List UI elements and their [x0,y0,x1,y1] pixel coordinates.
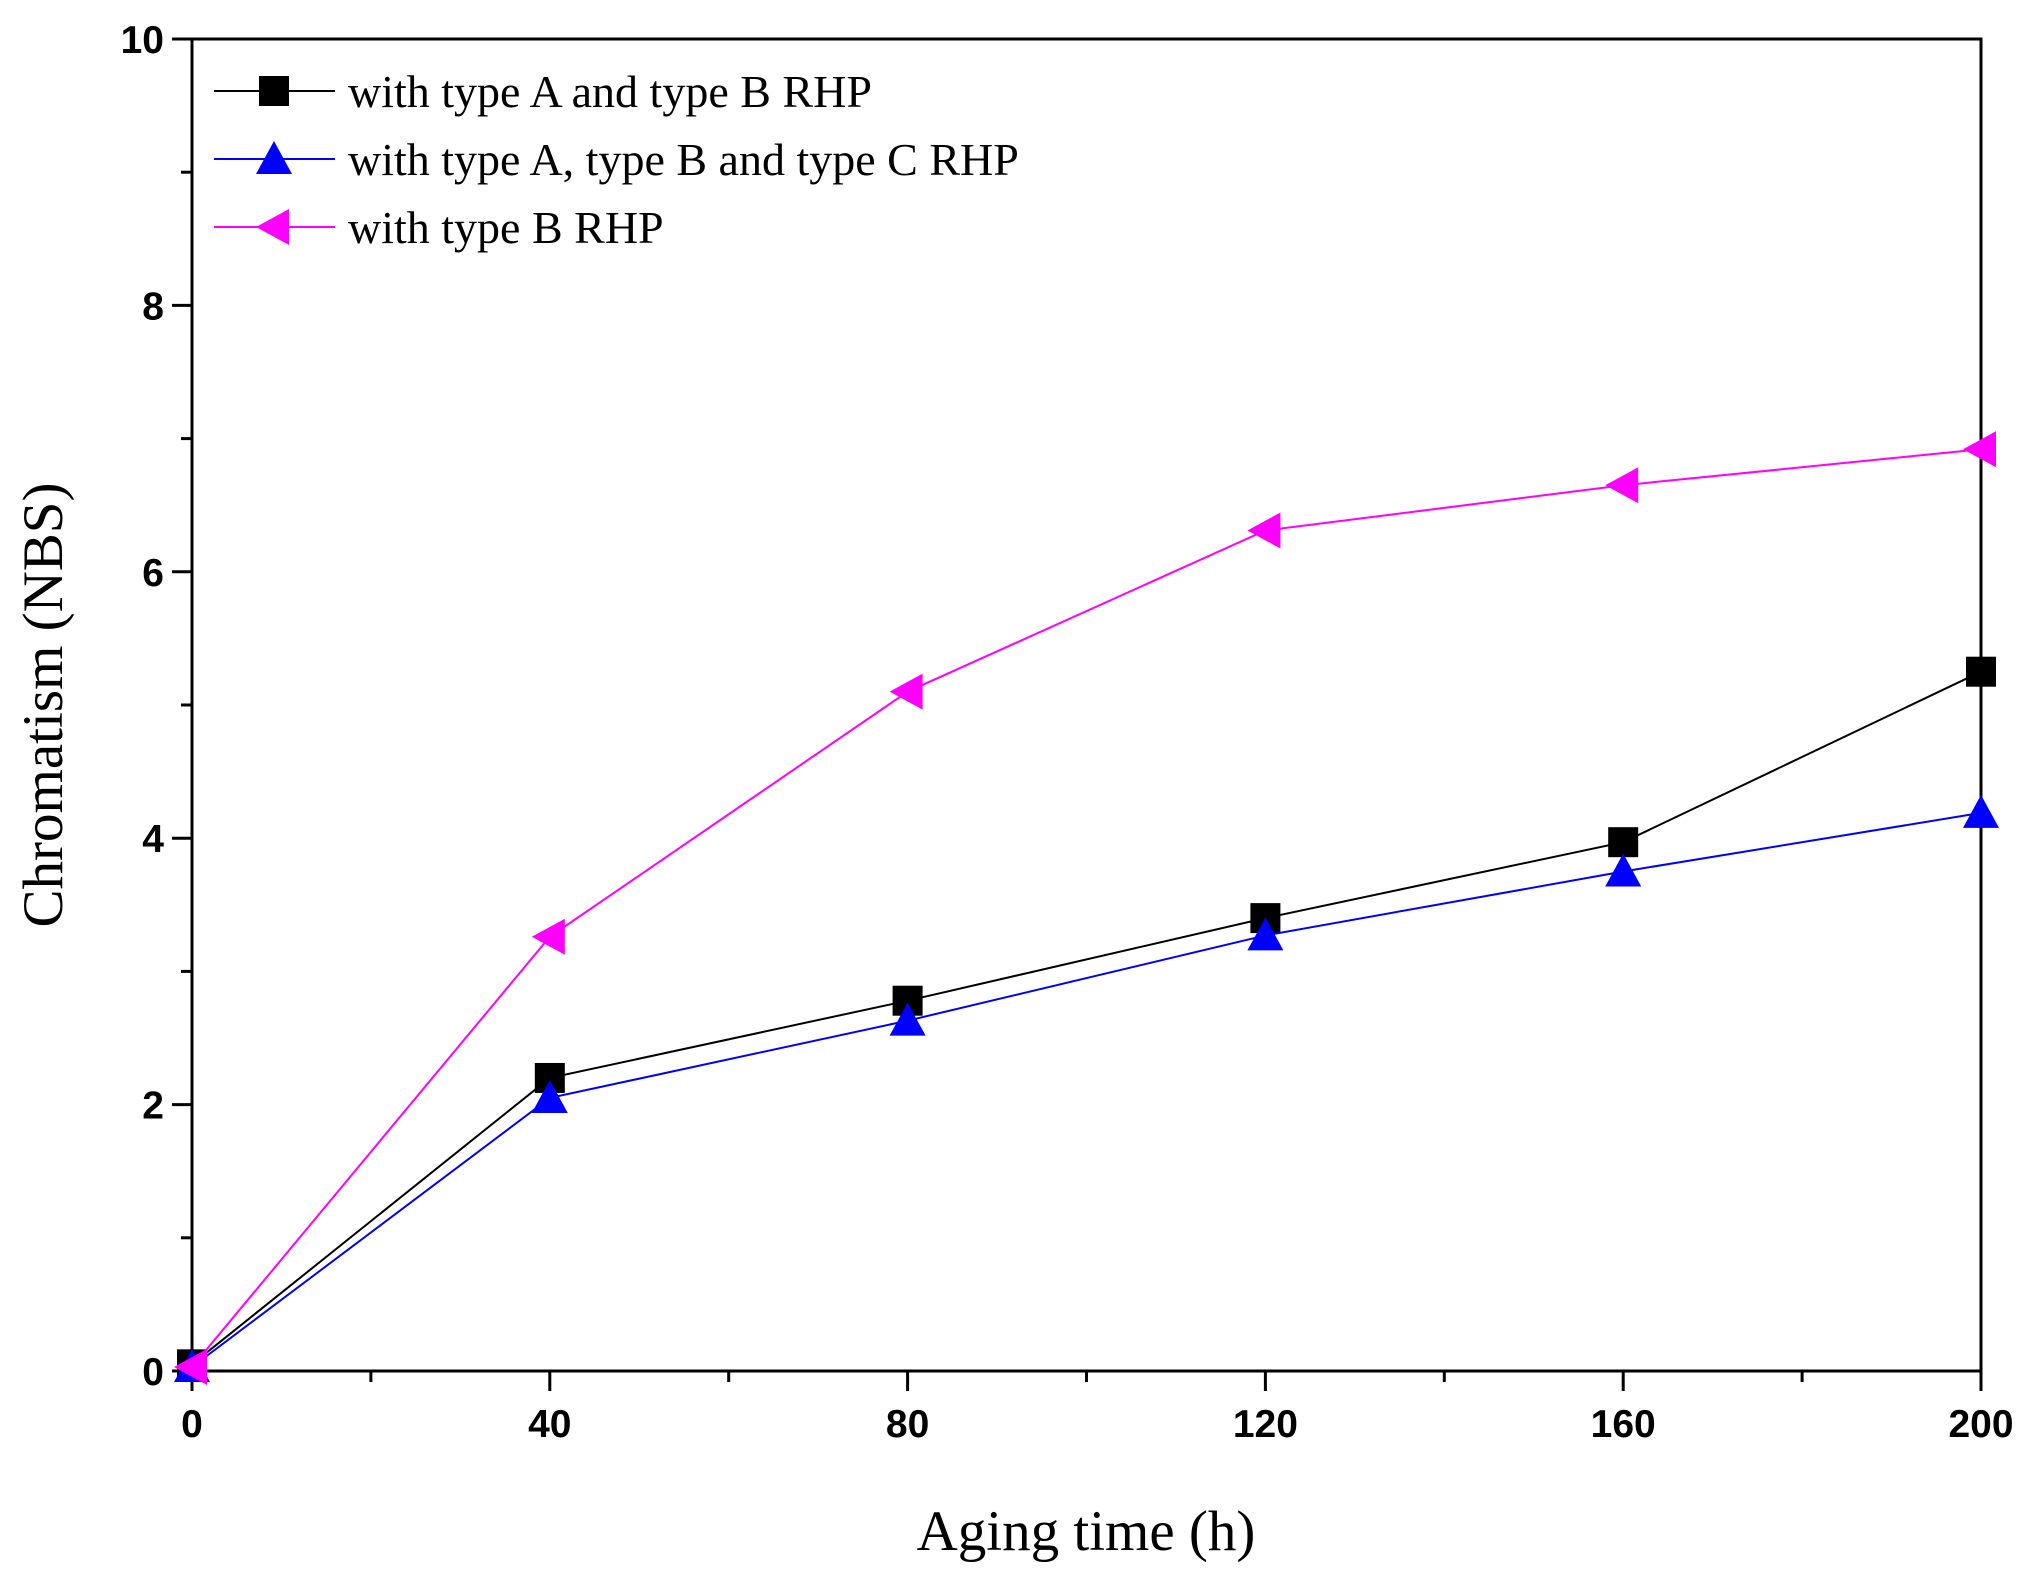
series-line [191,670,1982,1366]
legend-label: with type B RHP [348,202,664,253]
marker [1608,827,1639,858]
marker [174,1349,207,1386]
legend-label: with type A and type B RHP [348,66,872,117]
y-tick-label: 10 [121,19,164,62]
x-tick-label: 80 [886,1403,929,1446]
marker [1966,656,1996,687]
marker [1963,794,1999,828]
x-tick-label: 40 [528,1403,571,1446]
series-line [191,811,1982,1368]
x-tick-label: 120 [1233,1403,1298,1446]
marker [1247,917,1284,951]
y-tick-label: 8 [142,285,164,328]
y-tick-label: 4 [142,818,164,861]
series-line [191,448,1982,1368]
marker [256,141,292,174]
legend-label: with type A, type B and type C RHP [348,134,1019,185]
marker [1963,431,1996,468]
marker [256,209,289,245]
x-axis-title: Aging time (h) [917,1500,1256,1563]
marker [1605,853,1642,887]
marker [259,76,289,106]
marker [531,918,565,955]
marker [1247,512,1281,549]
y-tick-label: 0 [142,1351,164,1394]
marker [889,673,923,710]
marker [531,1079,568,1113]
x-tick-label: 0 [181,1403,203,1446]
x-tick-label: 200 [1948,1403,2013,1446]
marker [889,1002,926,1036]
marker [1605,467,1639,504]
y-tick-label: 6 [142,552,164,595]
x-tick-label: 160 [1591,1403,1656,1446]
y-axis-title: Chromatism (NBS) [12,483,75,928]
y-tick-label: 2 [142,1085,164,1128]
